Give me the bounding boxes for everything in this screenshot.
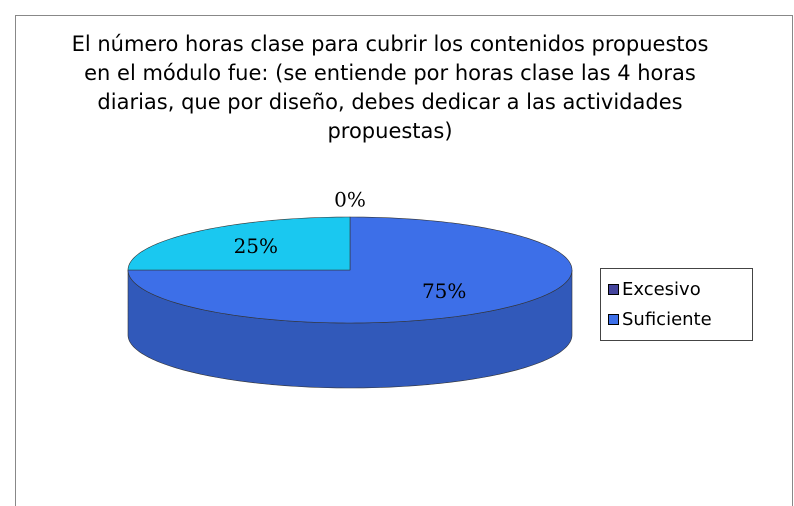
pie-slice	[127, 216, 573, 324]
legend-label: Excesivo	[622, 279, 701, 300]
data-label: 25%	[234, 234, 278, 258]
legend-swatch	[608, 314, 619, 325]
pie-slice	[127, 216, 351, 271]
chart-title: El número horas clase para cubrir los co…	[71, 32, 709, 143]
legend-box	[600, 268, 753, 341]
data-label: 0%	[334, 188, 366, 212]
data-label: 75%	[422, 279, 466, 303]
legend-label: Suficiente	[622, 309, 712, 330]
legend-swatch	[608, 284, 619, 295]
